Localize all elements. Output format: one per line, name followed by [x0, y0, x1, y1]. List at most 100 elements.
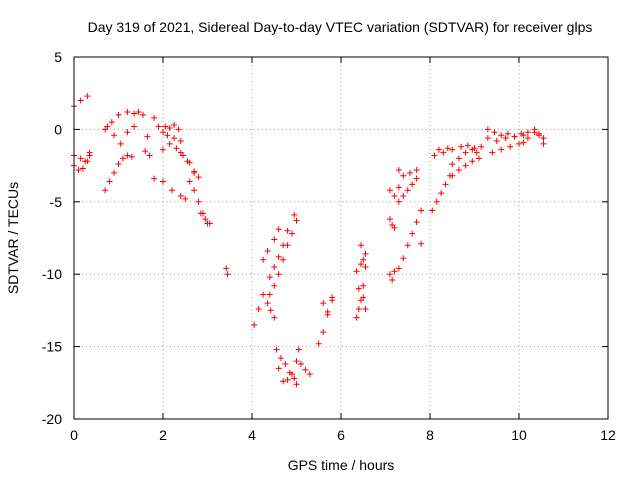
- series-arc-w: [297, 360, 313, 378]
- data-point: [289, 230, 296, 237]
- data-point: [475, 155, 482, 162]
- series-arc-e: [102, 152, 135, 194]
- data-point: [540, 135, 547, 142]
- data-point: [160, 129, 166, 136]
- data-point: [251, 321, 258, 328]
- data-point: [284, 242, 291, 249]
- data-point: [77, 155, 84, 162]
- data-point: [284, 227, 291, 234]
- data-point: [266, 274, 273, 281]
- data-point: [464, 142, 471, 149]
- y-tick-label: -5: [50, 194, 63, 210]
- series-arc-f: [104, 123, 138, 147]
- series-arc-ad: [386, 268, 398, 283]
- data-point: [320, 329, 327, 336]
- data-point: [386, 271, 393, 278]
- data-point: [271, 236, 278, 243]
- data-point: [282, 360, 289, 367]
- data-point: [362, 250, 369, 257]
- data-point: [124, 152, 131, 159]
- data-point: [449, 161, 456, 168]
- data-point: [302, 366, 309, 373]
- series-arc-q: [260, 226, 282, 263]
- data-point: [389, 276, 396, 283]
- data-point: [255, 305, 262, 312]
- data-point: [471, 145, 478, 152]
- data-point: [260, 256, 267, 263]
- data-point: [144, 133, 151, 140]
- data-point: [358, 242, 365, 249]
- data-point: [264, 300, 271, 307]
- data-point: [455, 166, 462, 173]
- data-point: [166, 140, 173, 147]
- y-tick-label: 0: [54, 121, 62, 137]
- data-point: [182, 195, 189, 202]
- data-point: [171, 122, 178, 129]
- series-arc-ar: [489, 139, 527, 156]
- data-point: [431, 152, 438, 159]
- data-point: [473, 149, 480, 156]
- series-arc-am: [449, 143, 485, 168]
- data-point: [355, 305, 362, 312]
- data-point: [102, 187, 109, 194]
- series-arc-at: [531, 126, 547, 147]
- data-point: [524, 135, 531, 142]
- data-point: [224, 271, 231, 278]
- data-point: [273, 346, 280, 353]
- data-point: [84, 158, 91, 165]
- data-point: [291, 375, 298, 382]
- x-tick-label: 4: [248, 427, 256, 443]
- data-point: [442, 181, 449, 188]
- data-point: [277, 355, 284, 362]
- data-point: [320, 300, 327, 307]
- data-point: [358, 261, 365, 268]
- data-point: [409, 230, 416, 237]
- series-arc-aq: [484, 132, 531, 144]
- data-point: [75, 166, 82, 173]
- data-point: [520, 139, 527, 146]
- data-point: [391, 224, 398, 231]
- series-arc-h: [151, 114, 184, 144]
- series-arc-p: [251, 291, 267, 328]
- series-arc-ac: [355, 285, 369, 312]
- data-point: [324, 308, 331, 315]
- data-point: [360, 256, 367, 263]
- data-point: [360, 294, 367, 301]
- data-point: [489, 149, 496, 156]
- data-point: [315, 340, 322, 347]
- series-arc-ab: [358, 242, 369, 270]
- data-point: [111, 169, 118, 176]
- series-arc-ag: [395, 207, 425, 272]
- x-tick-label: 6: [337, 427, 345, 443]
- data-point: [429, 207, 436, 214]
- data-point: [111, 132, 118, 139]
- data-point: [171, 135, 178, 142]
- data-point: [202, 216, 209, 223]
- series-arc-ae: [386, 216, 398, 231]
- x-axis-label: GPS time / hours: [288, 457, 395, 473]
- plot-area-frame: [73, 56, 609, 420]
- data-point: [418, 240, 425, 247]
- data-point: [353, 268, 360, 275]
- data-point: [271, 314, 278, 321]
- data-point: [360, 282, 367, 289]
- data-point: [520, 132, 527, 139]
- data-point: [404, 187, 411, 194]
- y-tick-label: -10: [42, 266, 62, 282]
- data-point: [362, 263, 369, 270]
- data-point: [139, 111, 146, 118]
- series-arc-v: [273, 346, 300, 388]
- data-point: [507, 143, 514, 150]
- data-point: [151, 175, 158, 182]
- data-point: [284, 376, 291, 383]
- series-arc-n: [197, 210, 213, 227]
- data-point: [395, 166, 402, 173]
- data-point: [108, 119, 115, 126]
- data-point: [155, 123, 162, 130]
- data-point: [498, 146, 505, 153]
- x-tick-label: 8: [426, 427, 434, 443]
- data-point: [77, 97, 84, 104]
- data-point: [462, 162, 469, 169]
- data-point: [168, 187, 175, 194]
